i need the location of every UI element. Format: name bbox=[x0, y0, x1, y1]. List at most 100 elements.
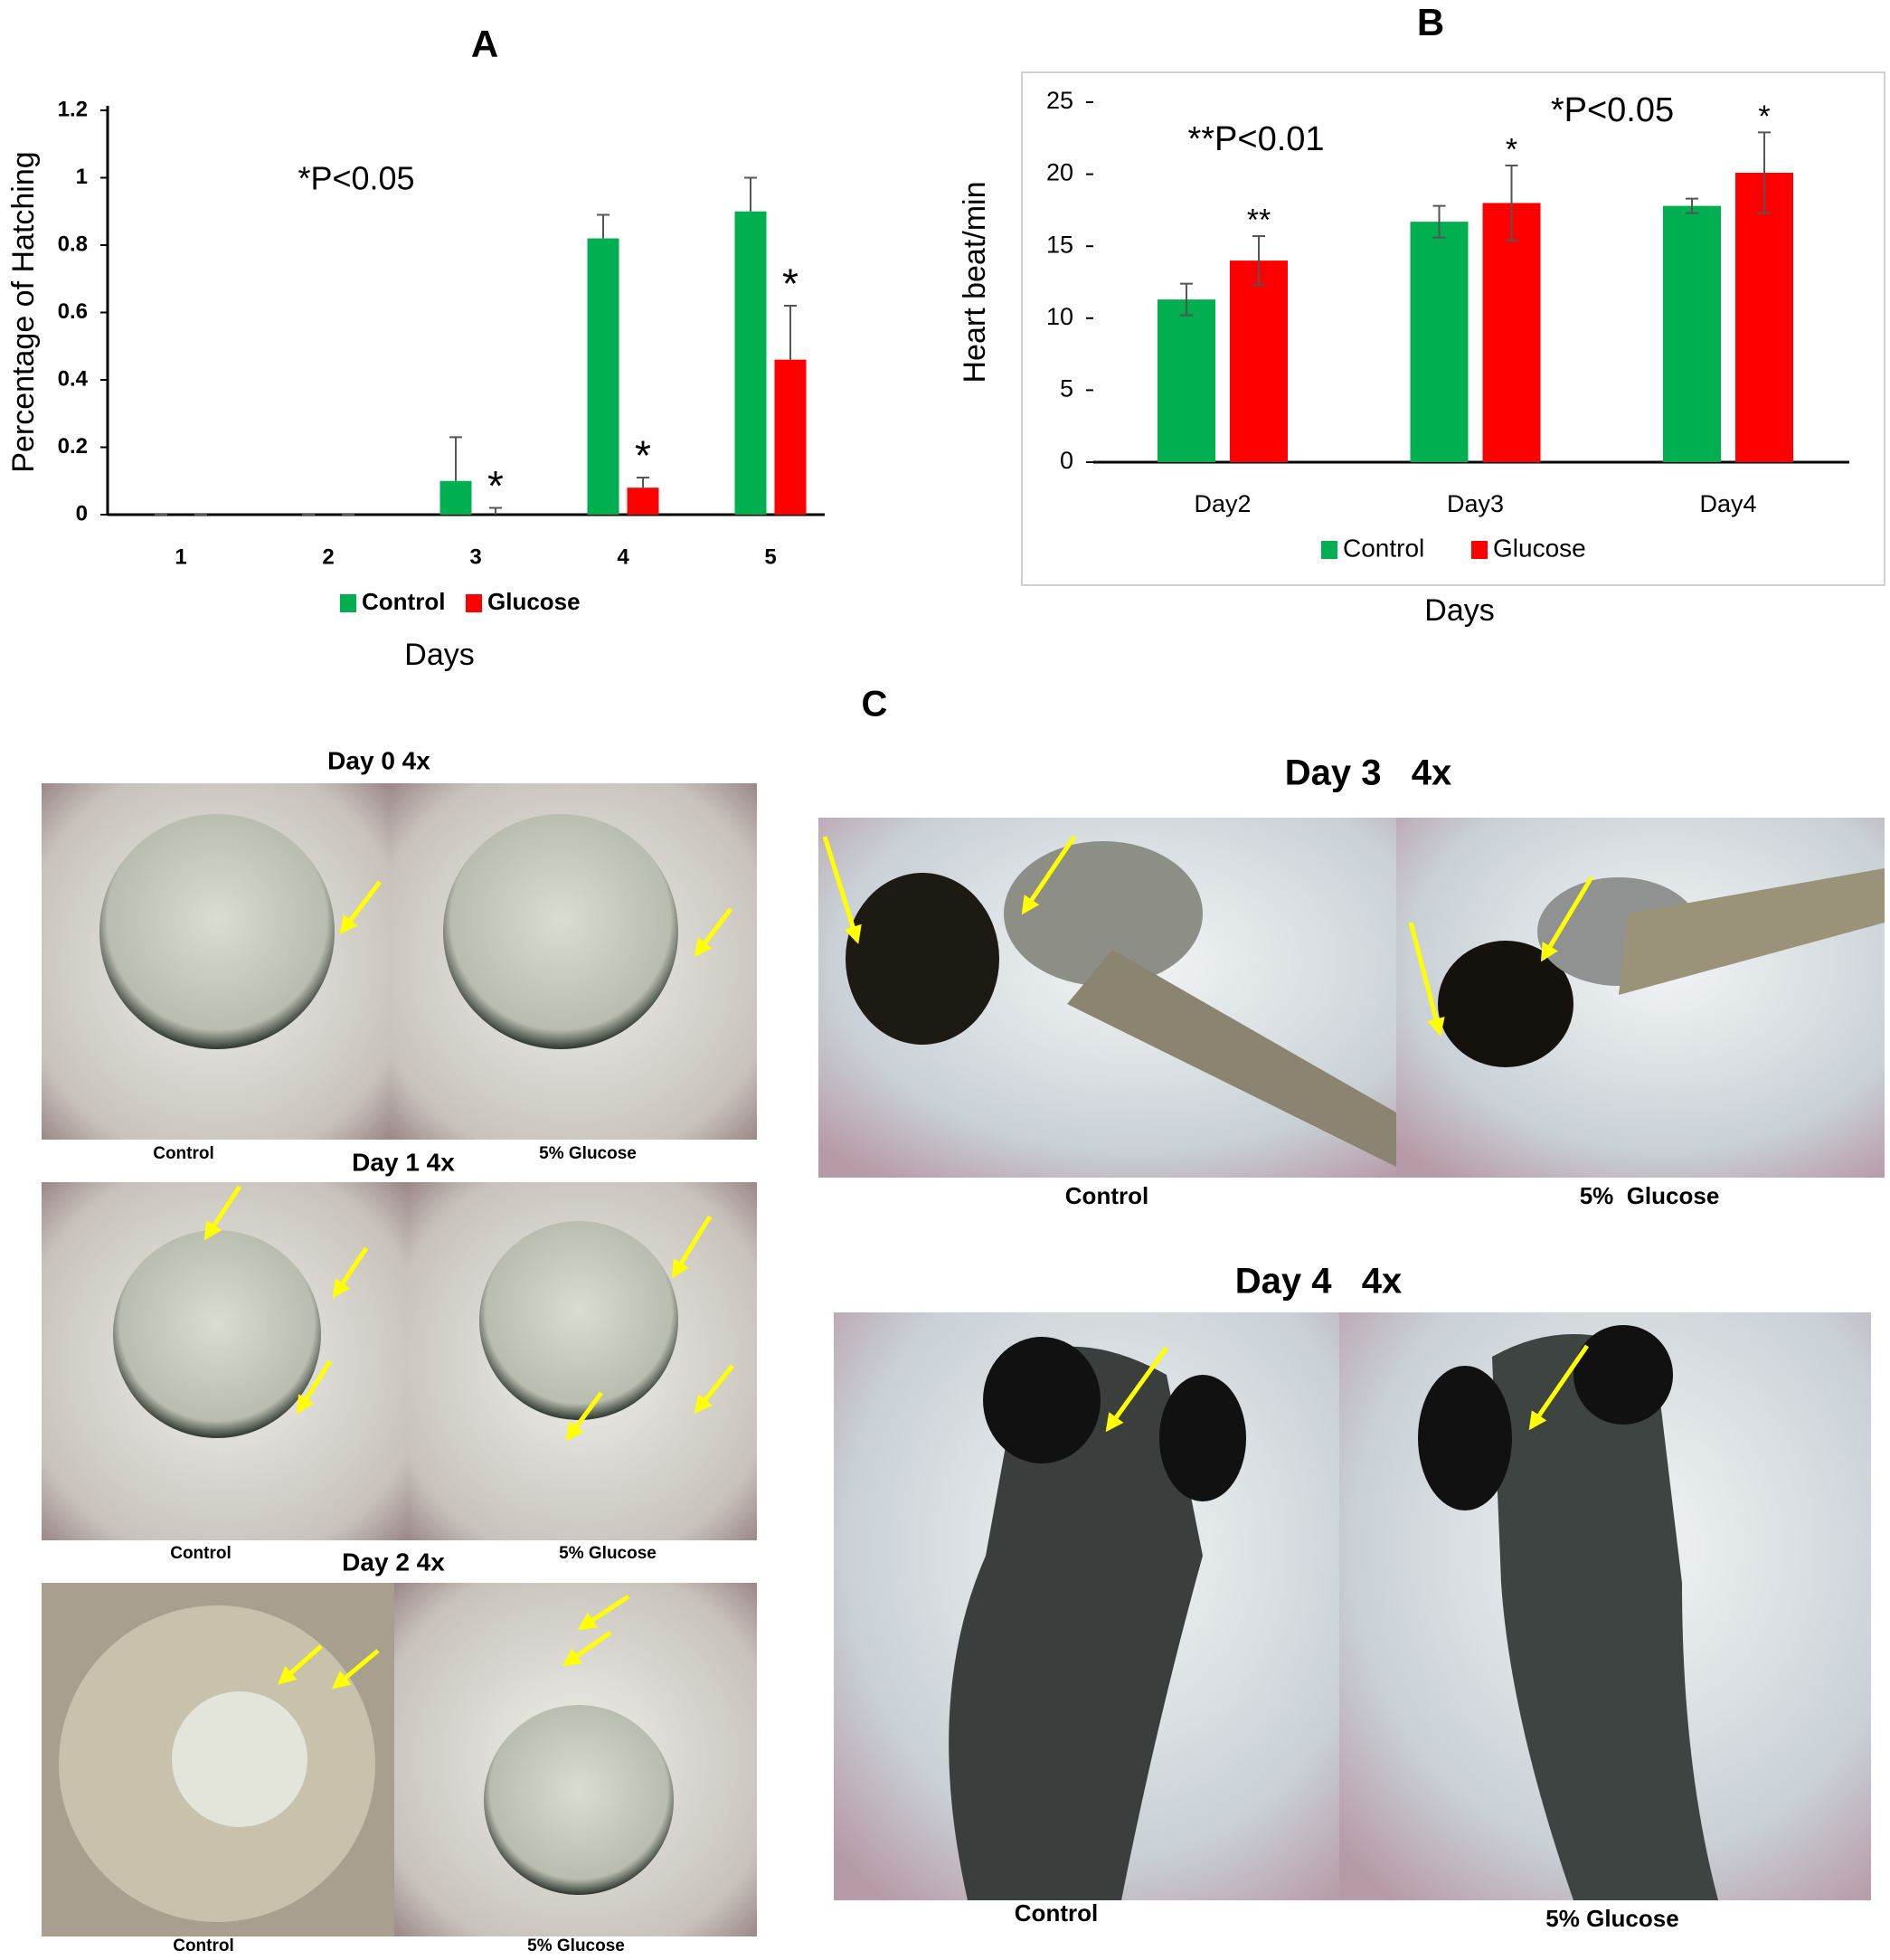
legend-swatch bbox=[340, 594, 356, 612]
bar bbox=[587, 238, 619, 515]
error-bar bbox=[1432, 204, 1446, 239]
larva bbox=[1573, 1325, 1673, 1425]
bar bbox=[1230, 260, 1288, 462]
error-bar bbox=[637, 477, 649, 488]
arrow bbox=[203, 1185, 242, 1241]
y-tick-label: 25 bbox=[1046, 87, 1073, 114]
larva bbox=[1067, 950, 1396, 1167]
error-bar bbox=[1505, 165, 1518, 241]
arrow bbox=[1528, 1344, 1590, 1431]
significance-mark: * bbox=[635, 431, 651, 478]
y-tick-label: 0.4 bbox=[58, 366, 89, 391]
error-bar bbox=[1180, 282, 1193, 317]
arrow bbox=[278, 1644, 323, 1685]
y-tick-label: 0 bbox=[1060, 447, 1073, 474]
embryo bbox=[99, 814, 335, 1049]
annotation: *P<0.05 bbox=[1551, 91, 1674, 129]
x-tick-label: 2 bbox=[322, 544, 334, 569]
bar bbox=[1482, 203, 1541, 462]
y-axis-label: Percentage of Hatching bbox=[6, 151, 41, 472]
legend-swatch bbox=[466, 594, 482, 612]
embryo bbox=[113, 1230, 321, 1438]
arrow bbox=[694, 907, 732, 958]
photo-title: Day 3 4x bbox=[1285, 753, 1452, 793]
y-tick-label: 5 bbox=[1060, 375, 1073, 402]
photo-label: Control bbox=[1015, 1899, 1098, 1927]
error-bar bbox=[489, 507, 502, 515]
y-tick-label: 10 bbox=[1046, 303, 1073, 330]
bar bbox=[1735, 173, 1793, 462]
arrow bbox=[1540, 876, 1594, 962]
significance-mark: * bbox=[1506, 133, 1517, 167]
larva bbox=[1418, 1366, 1512, 1510]
photo-title: Day 1 4x bbox=[352, 1148, 455, 1176]
significance-mark: * bbox=[487, 462, 504, 509]
arrow bbox=[1408, 922, 1445, 1037]
arrow bbox=[331, 1649, 380, 1690]
panel-label: C bbox=[862, 685, 888, 724]
larva bbox=[1004, 841, 1203, 986]
photo-label: 5% Glucose bbox=[527, 1936, 625, 1955]
bar bbox=[1158, 299, 1215, 462]
larva bbox=[983, 1337, 1101, 1463]
y-tick-label: 0 bbox=[76, 501, 88, 526]
chart: A Percentage of Hatching Days 0 0.2 0.4 0.6 0.8… bbox=[6, 23, 825, 672]
arrow bbox=[1021, 835, 1077, 915]
photo-label: Control bbox=[173, 1936, 234, 1955]
error-bar bbox=[1758, 131, 1771, 214]
y-tick-label: 15 bbox=[1046, 231, 1073, 258]
photo-label: Control bbox=[153, 1144, 214, 1163]
photo-title: Day 4 4x bbox=[1235, 1262, 1403, 1302]
significance-mark: * bbox=[782, 260, 799, 308]
larva bbox=[1619, 868, 1885, 995]
embryo bbox=[443, 814, 678, 1049]
x-tick-label: Day4 bbox=[1699, 490, 1756, 517]
y-tick-label: 0.8 bbox=[58, 232, 88, 256]
photo-label: 5% Glucose bbox=[539, 1144, 637, 1163]
x-axis-label: Days bbox=[404, 638, 474, 672]
arrow bbox=[562, 1630, 612, 1667]
x-axis-label: Days bbox=[1424, 593, 1494, 628]
x-tick-label: 4 bbox=[617, 544, 629, 569]
x-tick-label: 5 bbox=[764, 544, 776, 569]
annotation: *P<0.05 bbox=[298, 160, 414, 197]
embryo bbox=[484, 1705, 674, 1895]
bar bbox=[627, 488, 659, 515]
annotation: **P<0.01 bbox=[1187, 120, 1324, 158]
legend-swatch bbox=[1471, 541, 1488, 559]
legend-label: Glucose bbox=[487, 588, 581, 615]
legend-swatch bbox=[1321, 541, 1337, 559]
significance-mark: ** bbox=[1247, 204, 1271, 238]
photo-label: 5% Glucose bbox=[1545, 1905, 1678, 1932]
bar bbox=[734, 211, 767, 515]
photo-title: Day 2 4x bbox=[342, 1548, 445, 1576]
photo-group: Day 0 4x Control 5% Glucose Day 1 4x Con… bbox=[42, 746, 1885, 1955]
y-tick-label: 0.2 bbox=[58, 434, 88, 459]
larva bbox=[1159, 1375, 1246, 1501]
embryo bbox=[479, 1221, 678, 1420]
x-tick-label: Day3 bbox=[1447, 490, 1504, 517]
arrow bbox=[577, 1594, 630, 1631]
photo-label: 5% Glucose bbox=[1580, 1182, 1720, 1209]
y-tick-label: 1 bbox=[76, 165, 88, 189]
x-tick-label: 1 bbox=[175, 544, 186, 569]
chart-border bbox=[1021, 71, 1885, 586]
y-tick-label: 0.6 bbox=[58, 299, 88, 324]
error-bar bbox=[1686, 197, 1698, 214]
photo-label: Control bbox=[1065, 1182, 1148, 1209]
bar bbox=[1410, 222, 1469, 463]
chart-title: B bbox=[1417, 1, 1444, 43]
y-axis-label: Heart beat/min bbox=[958, 182, 992, 383]
y-tick-label: 20 bbox=[1046, 159, 1073, 186]
arrow bbox=[694, 1364, 734, 1415]
photo-title: Day 0 4x bbox=[327, 746, 430, 774]
bar bbox=[1663, 205, 1721, 462]
larva bbox=[1438, 941, 1573, 1067]
embryo bbox=[172, 1691, 307, 1827]
photo-label: 5% Glucose bbox=[559, 1544, 657, 1563]
error-bar bbox=[744, 176, 757, 212]
error-bar bbox=[597, 213, 610, 239]
error-bar bbox=[1252, 235, 1265, 287]
